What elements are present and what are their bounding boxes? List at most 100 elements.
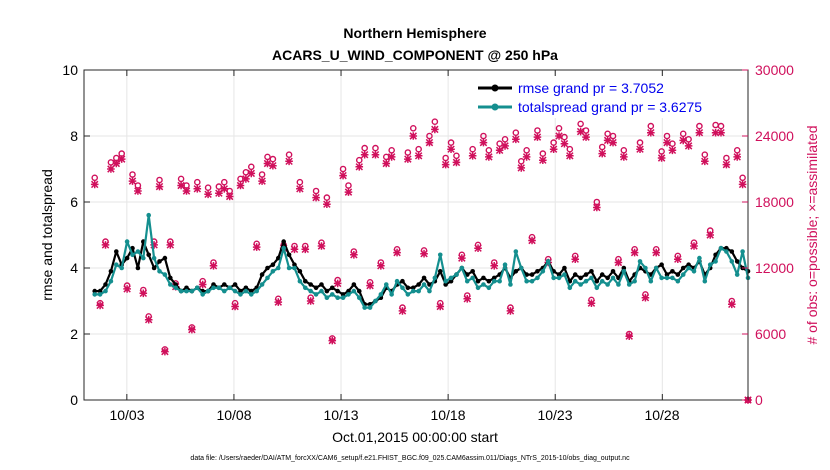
rmse-point — [416, 282, 421, 287]
obs-possible-point — [415, 145, 422, 153]
rmse-point — [108, 269, 114, 274]
spread-point — [173, 285, 178, 291]
rmse-point — [319, 282, 324, 287]
obs-assimilated-point — [425, 138, 434, 147]
obs-possible-point — [220, 178, 228, 186]
obs-assimilated-point — [355, 163, 364, 171]
spread-point — [189, 288, 195, 294]
obs-assimilated-point — [495, 146, 504, 155]
obs-assimilated-point — [414, 152, 423, 160]
obs-assimilated-point — [733, 153, 742, 161]
obs-possible-point — [717, 122, 725, 130]
obs-assimilated-point — [620, 153, 628, 161]
obs-assimilated-point — [236, 181, 245, 190]
obs-possible-point — [345, 182, 352, 189]
rmse-point — [491, 275, 497, 281]
obs-possible-point — [566, 145, 574, 153]
obs-assimilated-point — [587, 299, 596, 307]
spread-point — [367, 305, 373, 310]
rmse-point — [594, 278, 600, 284]
rmse-point — [578, 275, 583, 281]
obs-assimilated-point — [490, 262, 499, 270]
obs-possible-point — [447, 139, 455, 146]
y-left-tick-0: 0 — [70, 392, 78, 408]
obs-assimilated-point — [593, 203, 601, 212]
y-right-tick-0: 0 — [755, 392, 763, 408]
spread-point — [535, 275, 540, 281]
obs-possible-point — [669, 140, 676, 147]
spread-point — [427, 288, 432, 294]
obs-assimilated-point — [630, 248, 639, 257]
obs-possible-point — [177, 175, 185, 183]
obs-assimilated-point — [101, 241, 110, 249]
obs-assimilated-point — [404, 155, 412, 163]
rmse-point — [400, 278, 405, 284]
obs-assimilated-point — [436, 302, 445, 311]
spread-point — [114, 262, 119, 268]
rmse-point — [572, 272, 578, 277]
obs-possible-point — [193, 178, 201, 186]
rmse-point — [664, 272, 670, 277]
rmse-point — [184, 285, 189, 291]
obs-possible-point — [247, 163, 255, 171]
obs-possible-point — [269, 155, 277, 163]
spread-point — [243, 288, 249, 294]
obs-possible-point — [555, 125, 563, 132]
obs-assimilated-point — [387, 153, 396, 161]
obs-possible-point — [431, 118, 439, 125]
spread-point — [162, 272, 168, 277]
obs-assimilated-point — [684, 142, 693, 150]
spread-point — [308, 288, 313, 294]
spread-point — [221, 288, 227, 294]
spread-point — [286, 265, 292, 271]
legend: rmse grand pr = 3.7052 totalspread grand… — [472, 76, 742, 118]
spread-point — [702, 278, 708, 284]
y-axis-label-left: rmse and totalspread — [39, 169, 55, 301]
obs-assimilated-point — [463, 295, 472, 303]
rmse-point — [481, 275, 486, 281]
y-right-tick-30000: 30000 — [755, 62, 794, 78]
obs-assimilated-point — [123, 285, 131, 293]
obs-possible-point — [539, 150, 547, 157]
obs-assimilated-point — [441, 160, 450, 169]
obs-assimilated-point — [614, 258, 623, 267]
spread-point — [448, 275, 454, 281]
obs-assimilated-point — [182, 187, 191, 195]
obs-possible-point — [517, 157, 525, 165]
rmse-point — [173, 282, 178, 287]
obs-assimilated-point — [674, 255, 682, 263]
spread-point — [637, 259, 643, 264]
spread-point — [405, 292, 411, 297]
spread-point — [410, 288, 416, 294]
obs-possible-point — [561, 133, 568, 141]
obs-assimilated-point — [177, 181, 185, 190]
spread-point — [103, 288, 108, 294]
obs-possible-point — [485, 146, 493, 154]
spread-point — [270, 269, 276, 274]
spread-point — [583, 278, 589, 284]
rmse-point — [114, 249, 119, 254]
spread-point — [97, 292, 103, 297]
spread-point — [346, 292, 351, 297]
rmse-point — [486, 278, 492, 284]
obs-assimilated-point — [647, 128, 655, 137]
obs-assimilated-point — [420, 249, 428, 258]
obs-possible-point — [469, 145, 476, 153]
obs-assimilated-point — [301, 245, 310, 254]
spread-point — [653, 265, 659, 271]
spread-point — [643, 265, 648, 271]
obs-assimilated-point — [96, 301, 104, 310]
x-tick-10-03: 10/03 — [109, 407, 144, 423]
obs-assimilated-point — [468, 152, 477, 160]
chart-title: Northern Hemisphere — [343, 25, 486, 41]
rmse-point — [238, 288, 243, 294]
spread-point — [254, 288, 259, 294]
rmse-point — [135, 265, 141, 271]
rmse-point — [686, 262, 691, 268]
obs-assimilated-point — [501, 142, 509, 150]
obs-assimilated-point — [668, 146, 677, 155]
obs-assimilated-point — [522, 153, 531, 161]
obs-assimilated-point — [344, 188, 353, 196]
obs-possible-point — [501, 135, 509, 143]
rmse-point — [346, 288, 351, 294]
